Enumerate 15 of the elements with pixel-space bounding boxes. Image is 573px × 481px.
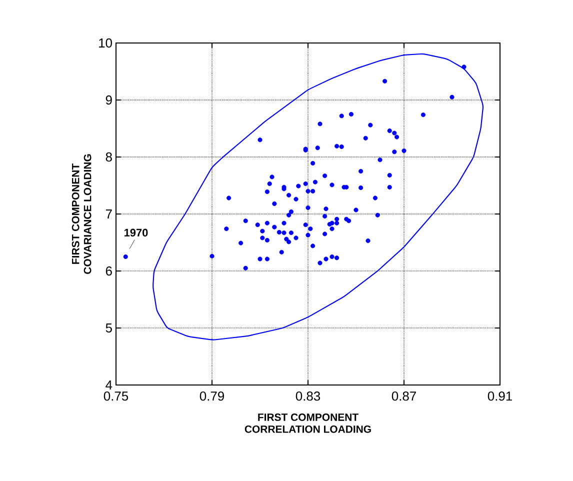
y-axis-title: FIRST COMPONENT COVARIANCE LOADING: [72, 154, 92, 274]
x-tick-label: 0.83: [296, 392, 320, 401]
annotation: 1970: [124, 228, 148, 237]
x-tick-label: 0.79: [200, 392, 224, 401]
y-tick-label: 5: [106, 323, 112, 333]
y-tick-label: 10: [99, 38, 112, 48]
x-tick-label: 0.87: [392, 392, 416, 401]
y-tick-label: 8: [106, 152, 112, 162]
x-tick-label: 0.75: [104, 392, 128, 401]
y-tick-label: 9: [106, 95, 112, 105]
y-tick-label: 4: [106, 380, 112, 390]
x-tick-label: 0.91: [488, 392, 512, 401]
x-axis-title: FIRST COMPONENT CORRELATION LOADING: [244, 414, 371, 433]
y-tick-label: 6: [106, 266, 112, 276]
y-tick-label: 7: [106, 210, 112, 218]
